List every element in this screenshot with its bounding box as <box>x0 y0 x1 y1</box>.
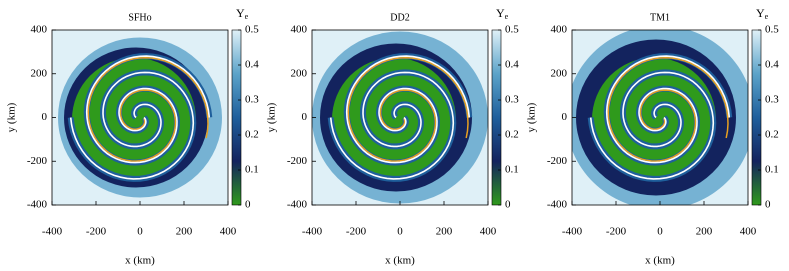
colorbar <box>751 29 762 206</box>
colorbar-tick-label: 0.1 <box>765 164 779 176</box>
colorbar-tick-label: 0 <box>505 199 511 211</box>
y-axis-label: y (km) <box>526 102 538 132</box>
x-tick-label: 400 <box>220 226 237 238</box>
x-tick-label: 0 <box>657 226 663 238</box>
x-tick-label: 0 <box>137 226 143 238</box>
x-tick-label: 0 <box>397 226 403 238</box>
spiral <box>85 55 211 164</box>
colorbar-label-main: Y <box>756 6 765 20</box>
x-tick-label: -400 <box>562 226 583 238</box>
y-tick-label: 200 <box>291 67 308 79</box>
y-tick-label: -200 <box>27 155 48 167</box>
y-tick-label: 200 <box>551 67 568 79</box>
spiral <box>87 56 209 162</box>
spiral <box>329 71 455 180</box>
y-tick-label: 0 <box>42 111 48 123</box>
y-tick-label: 200 <box>31 67 48 79</box>
spiral <box>347 56 469 162</box>
colorbar <box>231 29 242 206</box>
colorbar-tick-label: 0.4 <box>765 59 779 71</box>
colorbar-tick-label: 0 <box>765 199 771 211</box>
colorbar-tick-label: 0.2 <box>765 129 779 141</box>
y-tick-label: -400 <box>547 199 568 211</box>
y-tick-label: 400 <box>551 24 568 36</box>
x-tick-label: 200 <box>696 226 713 238</box>
y-tick-label: -400 <box>27 199 48 211</box>
y-axis-label: y (km) <box>266 102 278 132</box>
spiral <box>589 71 715 180</box>
field <box>312 30 488 205</box>
x-tick-label: -200 <box>86 226 107 238</box>
x-tick-label: -200 <box>346 226 367 238</box>
colorbar-label: Ye <box>496 6 509 21</box>
panel-title: DD2 <box>390 12 409 23</box>
colorbar-tick-label: 0.2 <box>245 129 259 141</box>
colorbar-label: Ye <box>236 6 249 21</box>
spiral <box>607 56 729 162</box>
y-tick-label: 400 <box>291 24 308 36</box>
x-tick-label: 200 <box>436 226 453 238</box>
colorbar-label: Ye <box>756 6 769 21</box>
colorbar-label-sub: e <box>505 12 509 21</box>
colorbar-tick-label: 0.2 <box>505 129 519 141</box>
y-tick-label: -400 <box>287 199 308 211</box>
colorbar-tick-label: 0.3 <box>505 94 519 106</box>
spiral <box>69 71 195 180</box>
spiral <box>345 55 471 164</box>
field <box>572 30 748 205</box>
colorbar-tick-label: 0.3 <box>765 94 779 106</box>
x-tick-label: -400 <box>302 226 323 238</box>
x-axis-label: x (km) <box>645 255 675 267</box>
panel-title: TM1 <box>650 12 670 23</box>
x-tick-label: 200 <box>176 226 193 238</box>
colorbar-tick-label: 0.4 <box>245 59 259 71</box>
colorbar-tick-label: 0.4 <box>505 59 519 71</box>
y-tick-label: 400 <box>31 24 48 36</box>
colorbar-tick-label: 0.5 <box>245 24 259 36</box>
colorbar-label-sub: e <box>245 12 249 21</box>
colorbar <box>491 29 502 206</box>
colorbar-tick-label: 0.1 <box>505 164 519 176</box>
x-tick-label: 400 <box>740 226 757 238</box>
colorbar-label-main: Y <box>236 6 245 20</box>
colorbar-tick-label: 0.1 <box>245 164 259 176</box>
x-axis-label: x (km) <box>125 255 155 267</box>
y-tick-label: 0 <box>302 111 308 123</box>
x-tick-label: -200 <box>606 226 627 238</box>
y-axis-label: y (km) <box>6 102 18 132</box>
colorbar-tick-label: 0 <box>245 199 251 211</box>
x-tick-label: -400 <box>42 226 63 238</box>
spiral <box>605 55 731 164</box>
panel-title: SFHo <box>128 12 151 23</box>
colorbar-label-main: Y <box>496 6 505 20</box>
y-tick-label: -200 <box>547 155 568 167</box>
field <box>52 30 228 205</box>
y-tick-label: -200 <box>287 155 308 167</box>
colorbar-tick-label: 0.3 <box>245 94 259 106</box>
colorbar-label-sub: e <box>765 12 769 21</box>
x-axis-label: x (km) <box>385 255 415 267</box>
x-tick-label: 400 <box>480 226 497 238</box>
colorbar-tick-label: 0.5 <box>505 24 519 36</box>
y-tick-label: 0 <box>562 111 568 123</box>
colorbar-tick-label: 0.5 <box>765 24 779 36</box>
